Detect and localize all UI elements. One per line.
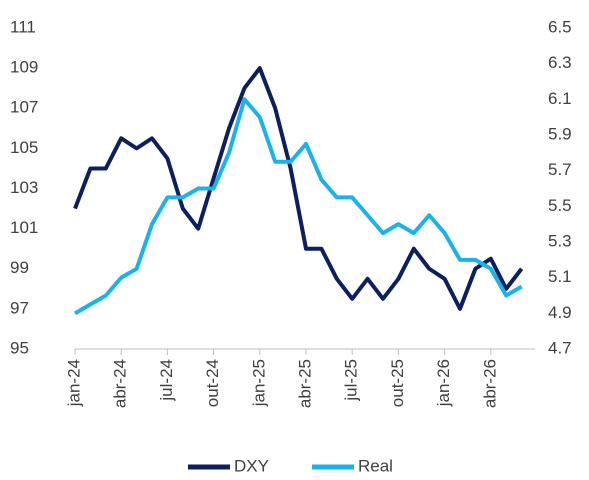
y2-tick-label: 5.7	[548, 160, 572, 179]
series-line	[73, 97, 523, 316]
y-tick-label: 95	[10, 338, 29, 357]
y-tick-label: 99	[10, 258, 29, 277]
x-tick-label: jul-25	[342, 359, 361, 402]
x-tick-label: out-25	[388, 359, 407, 407]
y2-tick-label: 5.5	[548, 196, 572, 215]
x-tick-label: jan-24	[64, 359, 83, 407]
y2-tick-label: 5.1	[548, 267, 572, 286]
y-tick-label: 107	[10, 98, 38, 117]
y2-tick-label: 5.3	[548, 231, 572, 250]
x-tick-label: abr-26	[480, 359, 499, 408]
x-tick-label: abr-25	[295, 359, 314, 408]
y-tick-label: 103	[10, 178, 38, 197]
x-tick-label: jul-24	[157, 359, 176, 402]
y2-tick-label: 6.5	[548, 17, 572, 36]
y2-tick-label: 4.9	[548, 303, 572, 322]
y-tick-label: 97	[10, 298, 29, 317]
y-tick-label: 105	[10, 138, 38, 157]
x-tick-label: out-24	[203, 359, 222, 407]
y-tick-label: 101	[10, 218, 38, 237]
y-tick-label: 109	[10, 58, 38, 77]
y2-tick-label: 6.1	[548, 89, 572, 108]
x-tick-label: abr-24	[111, 359, 130, 408]
legend-label: Real	[358, 456, 393, 475]
y2-tick-label: 4.7	[548, 338, 572, 357]
y2-tick-label: 5.9	[548, 124, 572, 143]
legend-label: DXY	[234, 456, 269, 475]
series-line	[73, 66, 524, 311]
x-tick-label: jan-25	[249, 359, 268, 407]
x-tick-label: jan-26	[434, 359, 453, 407]
y-tick-label: 111	[10, 17, 36, 36]
y2-tick-label: 6.3	[548, 53, 572, 72]
